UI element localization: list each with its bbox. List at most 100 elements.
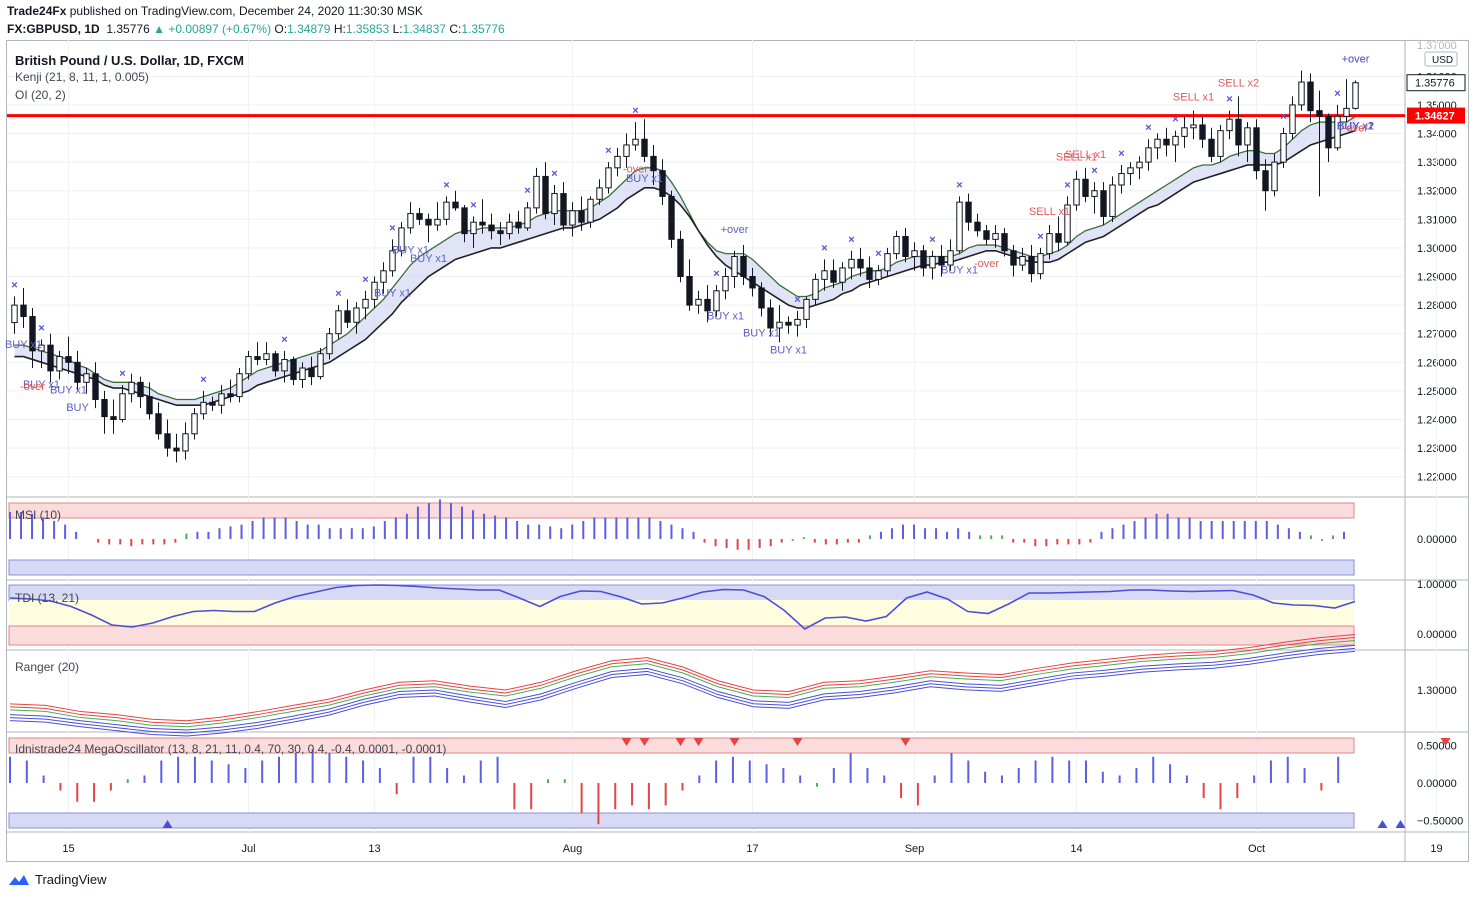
candle [389,239,396,277]
candle-body [767,307,774,329]
buy-signal-label: BUY x1 [1337,121,1374,133]
candle-body [533,175,540,209]
ranger-green-line [9,640,1356,728]
candle-body [218,393,225,406]
candle [956,196,963,254]
candle-body [1109,184,1116,217]
candle [38,339,45,369]
x-marker: × [281,334,287,346]
candle-body [452,201,459,209]
candle [893,230,900,260]
candle [1100,182,1107,226]
x-marker: × [605,145,611,157]
candle-body [1100,190,1107,217]
candle-body [1262,170,1269,192]
over-minus-label: -over [623,164,648,176]
candle [1127,162,1134,185]
mega-axis-tick: 0.50000 [1417,741,1457,753]
candle [425,213,432,243]
candle-body [1181,127,1188,137]
tdi-lower-zone [8,625,1355,646]
candle-body [947,250,954,266]
main-pane-title: British Pound / U.S. Dollar, 1D, FXCM [15,53,244,68]
candle-body [29,316,36,352]
over-plus-label: +over [721,224,749,236]
candle-body [263,353,270,360]
candle [191,408,198,440]
candle-body [119,393,126,421]
candle-body [830,270,837,283]
buy-signal-label: BUY x1 [50,385,87,397]
x-marker: × [1226,94,1232,106]
candle-body [614,155,621,169]
candle [353,302,360,334]
candle-body [1208,138,1215,157]
candle-body [254,356,261,360]
low-value: 1.34837 [402,22,446,36]
candle-body [731,255,738,278]
x-marker: × [1064,179,1070,191]
candle-body [1298,81,1305,106]
candle [164,419,171,457]
candle-body [155,413,162,435]
candle [209,396,216,411]
candle-body [722,276,729,292]
candle-body [11,304,18,324]
candle [110,399,117,434]
candle [173,433,180,463]
candle [524,202,531,231]
candle [1181,116,1188,148]
candle [1343,79,1350,123]
candle [641,119,648,163]
candle [650,144,657,185]
candle [965,193,972,231]
candle [20,287,27,328]
over-minus-label: -over [974,258,999,270]
x-axis-label: 13 [368,843,380,855]
candle [407,202,414,234]
candle-body [65,356,72,363]
candle-body [101,398,108,418]
candle-body [407,213,414,229]
candle [56,350,63,380]
publisher-name[interactable]: Trade24Fx [7,4,67,18]
candle [1019,247,1026,271]
candle [785,316,792,334]
candle [1163,127,1170,157]
candle-body [1145,147,1152,163]
mega-axis-tick: 0.00000 [1417,778,1457,790]
x-marker: × [794,294,800,306]
x-marker: × [1037,231,1043,243]
candle-body [173,447,180,452]
candle [380,262,387,294]
tradingview-footer[interactable]: TradingView [8,872,107,887]
candle [839,262,846,291]
candle-body [434,218,441,226]
candle-body [515,221,522,229]
candle-body [380,270,387,283]
candle-body [884,253,891,272]
candle [317,348,324,380]
x-marker: × [1280,111,1286,123]
candle [1037,247,1044,280]
x-marker: × [389,222,395,234]
x-marker: × [1118,148,1124,160]
candle-body [1073,178,1080,206]
candle [794,310,801,337]
candle [695,290,702,314]
x-marker: × [713,268,719,280]
x-axis-label: 19 [1430,843,1442,855]
candle-body [695,298,702,306]
buy-signal-label: BUY x1 [374,288,411,300]
candle-body [596,187,603,200]
candle-body [1325,115,1332,149]
candle [569,202,576,237]
buy-signal-label: BUY x2 [1337,121,1374,133]
candle [1307,73,1314,123]
candle-body [317,353,324,378]
candle [551,184,558,226]
candle-body [506,221,513,235]
candle-body [92,373,99,400]
candle-body [416,213,423,220]
